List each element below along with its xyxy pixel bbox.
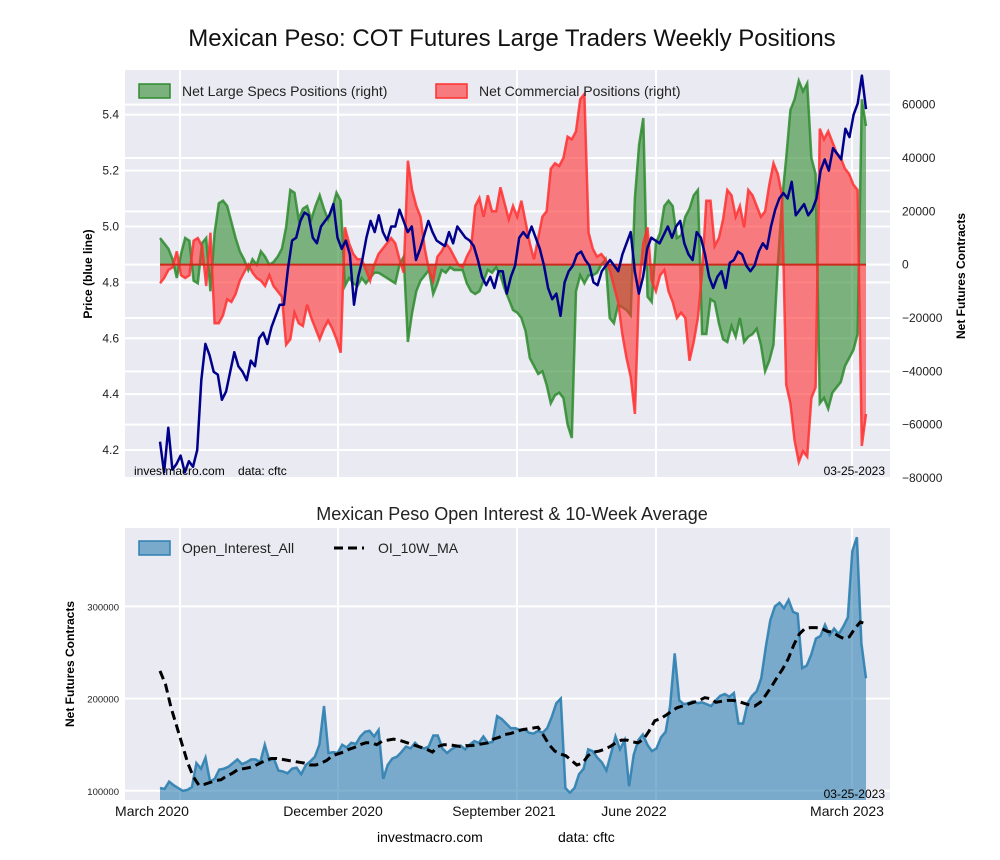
right-tick-label: −40000 <box>902 364 943 378</box>
left-tick-label: 4.2 <box>102 443 119 457</box>
x-tick-label: December 2020 <box>283 803 383 819</box>
bottom-x-ticks: March 2020 December 2020 September 2021 Jun… <box>115 803 884 819</box>
x-tick-label: March 2023 <box>810 803 884 819</box>
legend-label-open-interest: Open_Interest_All <box>182 540 294 556</box>
bottom-y-ticks: 100000 200000 300000 <box>87 602 119 797</box>
right-tick-label: −80000 <box>902 471 943 485</box>
legend-label-ma: OI_10W_MA <box>378 540 459 556</box>
top-date-label: 03-25-2023 <box>824 464 886 478</box>
legend-label-specs: Net Large Specs Positions (right) <box>182 83 387 99</box>
left-tick-label: 4.6 <box>102 331 119 345</box>
legend-swatch-specs <box>139 84 170 98</box>
left-tick-label: 5.2 <box>102 164 119 178</box>
bottom-y-tick-label: 200000 <box>87 695 119 706</box>
x-tick-label: March 2020 <box>115 803 189 819</box>
right-tick-label: 0 <box>902 258 909 272</box>
top-plot: 4.2 4.4 4.6 4.8 5.0 5.2 5.4 −80000 −60000 −40000… <box>81 70 968 485</box>
right-tick-label: 60000 <box>902 98 936 112</box>
x-tick-label: September 2021 <box>452 803 556 819</box>
left-tick-label: 4.4 <box>102 387 119 401</box>
right-tick-label: 40000 <box>902 151 936 165</box>
chart-title: Mexican Peso: COT Futures Large Traders … <box>188 25 835 52</box>
top-right-ticks: −80000 −60000 −40000 −20000 0 20000 40000 60000 <box>902 98 943 485</box>
bottom-y-tick-label: 100000 <box>87 787 119 798</box>
bottom-chart-title: Mexican Peso Open Interest & 10-Week Ave… <box>316 504 708 524</box>
legend-swatch-open-interest <box>139 541 170 555</box>
footer-source: data: cftc <box>558 829 615 845</box>
bottom-plot: 100000 200000 300000 March 2020 December 20… <box>63 528 890 819</box>
bottom-y-axis-label: Net Futures Contracts <box>63 601 77 727</box>
chart-canvas: Mexican Peso: COT Futures Large Traders … <box>0 0 1000 860</box>
bottom-y-tick-label: 300000 <box>87 602 119 613</box>
left-axis-label: Price (blue line) <box>81 229 95 318</box>
left-tick-label: 5.4 <box>102 108 119 122</box>
bottom-date-label: 03-25-2023 <box>824 787 886 801</box>
left-tick-label: 5.0 <box>102 219 119 233</box>
top-left-ticks: 4.2 4.4 4.6 4.8 5.0 5.2 5.4 <box>102 108 119 457</box>
right-axis-label: Net Futures Contracts <box>954 213 968 339</box>
footer-site: investmacro.com <box>377 829 483 845</box>
x-tick-label: June 2022 <box>601 803 667 819</box>
legend-label-commercial: Net Commercial Positions (right) <box>479 83 681 99</box>
right-tick-label: −20000 <box>902 311 943 325</box>
left-tick-label: 4.8 <box>102 275 119 289</box>
right-tick-label: −60000 <box>902 418 943 432</box>
top-watermark: investmacro.com data: cftc <box>134 464 287 478</box>
right-tick-label: 20000 <box>902 204 936 218</box>
legend-swatch-commercial <box>436 84 467 98</box>
